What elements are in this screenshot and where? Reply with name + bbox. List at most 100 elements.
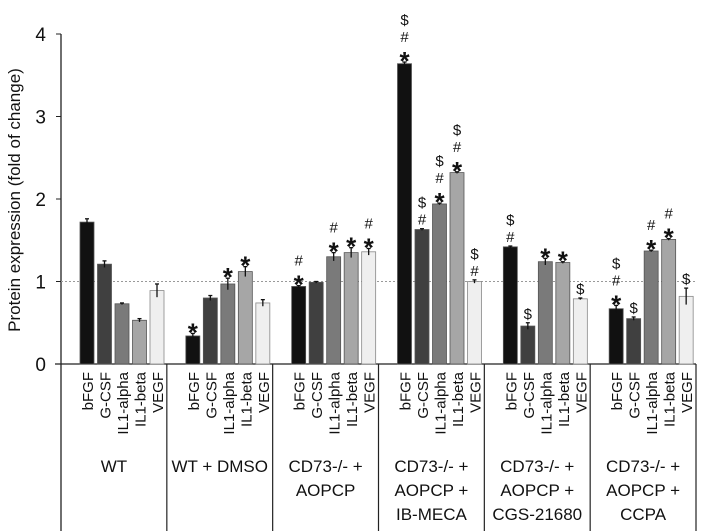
x-category-label: G-CSF — [309, 372, 326, 419]
significance-star: * — [329, 237, 340, 267]
x-category-label: IL1-beta — [556, 371, 573, 427]
significance-star: * — [240, 251, 251, 281]
x-category-label: VEGF — [573, 372, 590, 413]
y-axis-label: Protein expression (fold of change) — [5, 68, 24, 332]
y-tick-label: 0 — [35, 355, 46, 376]
bar-il1-alpha — [326, 256, 342, 365]
group-label: WT + DMSO — [172, 457, 269, 476]
group-label: IB-MECA — [396, 505, 468, 524]
significance-dollar: $ — [453, 122, 462, 139]
x-category-label: IL1-alpha — [538, 371, 555, 434]
significance-star: * — [346, 232, 357, 262]
significance-hash: # — [364, 216, 373, 233]
significance-hash: # — [418, 212, 427, 229]
x-category-label: VEGF — [256, 372, 273, 413]
bar-il1-beta — [132, 319, 147, 365]
group-label: CGS-21680 — [492, 505, 582, 524]
x-category-label: VEGF — [150, 372, 167, 413]
bar-group: *#$#$ *#$ *#$#$ — [397, 12, 482, 365]
x-category-label: G-CSF — [98, 372, 115, 419]
bar-g-csf — [202, 297, 218, 365]
significance-dollar: $ — [629, 300, 638, 317]
x-category-label: IL1-alpha — [327, 371, 344, 434]
significance-hash: # — [294, 253, 303, 270]
x-category-label: IL1-alpha — [221, 371, 238, 434]
bar-il1-beta — [661, 239, 677, 365]
x-category-label: IL1-beta — [450, 371, 467, 427]
significance-star: * — [188, 317, 199, 347]
significance-hash: # — [400, 29, 409, 46]
significance-star: * — [364, 233, 375, 263]
bar-il1-alpha — [537, 261, 553, 365]
x-category-label: IL1-alpha — [433, 371, 450, 434]
significance-hash: # — [453, 139, 462, 156]
significance-star: * — [646, 234, 657, 264]
group-label: CD73-/- + — [288, 457, 362, 476]
x-category-label: G-CSF — [203, 372, 220, 419]
group-label: AOPCP + — [606, 481, 680, 500]
group-label: CD73-/- + — [500, 457, 574, 476]
x-category-label: VEGF — [679, 372, 696, 413]
x-category-label: VEGF — [362, 372, 379, 413]
significance-dollar: $ — [524, 306, 533, 323]
significance-hash: # — [506, 229, 515, 246]
x-category-label: G-CSF — [627, 372, 644, 419]
significance-dollar: $ — [400, 12, 409, 29]
x-category-label: G-CSF — [415, 372, 432, 419]
y-tick-label: 4 — [35, 25, 46, 46]
significance-dollar: $ — [418, 195, 427, 212]
x-category-label: bFGF — [609, 372, 626, 410]
significance-dollar: $ — [576, 281, 585, 298]
bar-g-csf — [520, 325, 536, 365]
bar-g-csf — [626, 318, 642, 365]
bar-bfgf — [397, 63, 412, 365]
y-tick-label: 2 — [35, 190, 46, 211]
group-label: CD73-/- + — [606, 457, 680, 476]
bar-group: #$$* *$ — [502, 212, 588, 365]
x-category-label: IL1-alpha — [644, 371, 661, 434]
significance-hash: # — [612, 272, 621, 289]
significance-dollar: $ — [682, 271, 691, 288]
bar-il1-beta — [449, 172, 465, 365]
x-category-label: bFGF — [503, 372, 520, 410]
significance-dollar: $ — [435, 153, 444, 170]
bar-il1-alpha — [220, 283, 236, 365]
x-category-label: bFGF — [186, 372, 203, 410]
significance-hash: # — [647, 217, 656, 234]
bar-g-csf — [97, 263, 112, 365]
bar-bfgf — [502, 246, 518, 365]
significance-hash: # — [664, 206, 673, 223]
group-label: CCPA — [620, 505, 667, 524]
x-category-label: IL1-beta — [133, 371, 150, 427]
bar-group: *#$$*# *#$ — [608, 206, 694, 365]
x-category-label: bFGF — [398, 372, 415, 410]
x-category-label: G-CSF — [521, 372, 538, 419]
bar-g-csf — [308, 281, 324, 365]
x-category-label: bFGF — [292, 372, 309, 410]
significance-dollar: $ — [470, 246, 479, 263]
significance-star: * — [540, 242, 551, 272]
bar-group: ** * — [185, 251, 271, 365]
significance-star: * — [399, 46, 410, 76]
group-label: AOPCP + — [500, 481, 574, 500]
group-label: CD73-/- + — [394, 457, 468, 476]
bar-vegf — [361, 251, 377, 365]
bar-bfgf — [79, 221, 95, 365]
significance-hash: # — [435, 170, 444, 187]
bar-vegf — [678, 295, 694, 365]
significance-dollar: $ — [612, 255, 621, 272]
x-category-label: IL1-beta — [662, 371, 679, 427]
significance-star: * — [664, 223, 675, 253]
significance-star: * — [611, 289, 622, 319]
significance-hash: # — [329, 220, 338, 237]
y-tick-label: 3 — [35, 108, 46, 129]
x-category-label: IL1-alpha — [115, 371, 132, 434]
bar-il1-beta — [237, 271, 253, 365]
group-label: WT — [101, 457, 127, 476]
significance-star: * — [294, 270, 305, 300]
bar-group — [79, 218, 165, 365]
x-category-label: bFGF — [80, 372, 97, 410]
bar-vegf — [467, 281, 482, 365]
bar-vegf — [149, 290, 165, 365]
